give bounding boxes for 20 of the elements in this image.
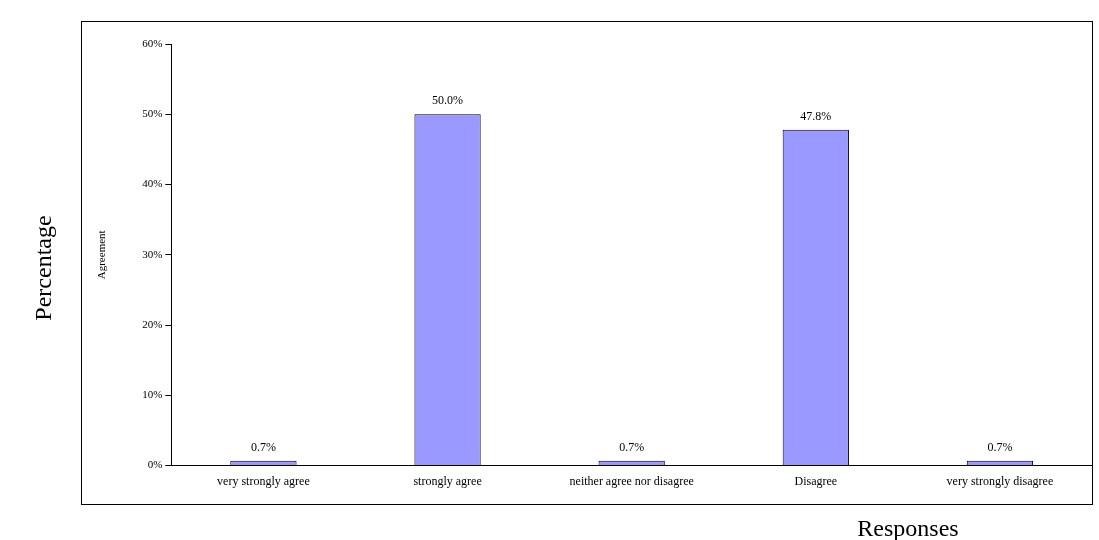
y-tick-label: 20% (142, 317, 163, 330)
text: Percentage (29, 215, 57, 321)
y-tick-label: 50% (142, 107, 163, 120)
y-tick-label: 10% (142, 388, 163, 401)
x-axis-title: Responses (857, 514, 959, 540)
x-tick-label: neither agree nor disagree (569, 473, 694, 488)
y-tick-label: 40% (142, 177, 163, 190)
x-tick-label: Disagree (794, 473, 838, 488)
y-tick-label: 0% (147, 458, 163, 471)
y-tick-label: 60% (142, 36, 163, 49)
x-tick-label: very strongly disagree (946, 473, 1054, 488)
data-label: 0.7% (250, 439, 276, 454)
y-axis-title: Agreement (95, 230, 108, 280)
data-label: 0.7% (619, 439, 645, 454)
data-label: 50.0% (432, 93, 464, 108)
x-tick-label: strongly agree (413, 473, 482, 488)
y-tick-label: 30% (142, 247, 163, 260)
x-tick-label: very strongly agree (217, 473, 310, 488)
data-label: 47.8% (800, 108, 832, 123)
data-label: 0.7% (987, 439, 1013, 454)
